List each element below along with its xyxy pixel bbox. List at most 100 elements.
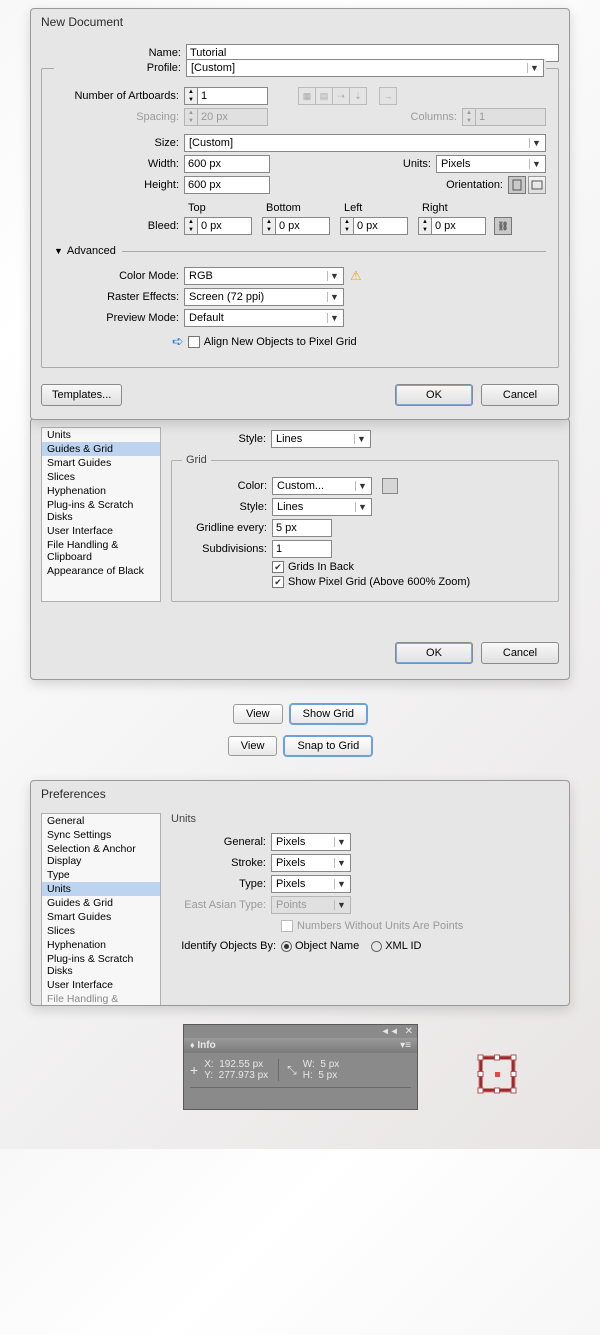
prefs-sidebar[interactable]: UnitsGuides & GridSmart GuidesSlicesHyph… <box>41 427 161 602</box>
dialog-title: New Document <box>31 9 569 35</box>
subdiv-label: Subdivisions: <box>182 543 272 555</box>
stroke-label: Stroke: <box>171 857 271 869</box>
grid-style-dropdown[interactable]: Lines▼ <box>272 498 372 516</box>
preview-dropdown[interactable]: Default▼ <box>184 309 344 327</box>
info-x-value: 192.55 px <box>219 1059 263 1070</box>
spacing-label: Spacing: <box>54 111 184 123</box>
link-bleed-icon[interactable]: ⛓ <box>494 217 512 235</box>
bleed-left-spinner[interactable]: ▲▼ <box>340 217 408 235</box>
grid-color-dropdown[interactable]: Custom...▼ <box>272 477 372 495</box>
sidebar-item[interactable]: Units <box>42 882 160 896</box>
guides-style-label: Style: <box>171 433 271 445</box>
new-document-dialog: New Document Name: Profile: [Custom]▼ Nu… <box>30 8 570 420</box>
arrange-grid-row-icon: ▦ <box>298 87 316 105</box>
sidebar-item[interactable]: Smart Guides <box>42 456 160 470</box>
sidebar-item[interactable]: Slices <box>42 470 160 484</box>
gridline-input[interactable] <box>272 519 332 537</box>
dimensions-icon: ⤡ <box>287 1063 297 1078</box>
general-dropdown[interactable]: Pixels▼ <box>271 833 351 851</box>
arrange-row-icon: ⇢ <box>332 87 350 105</box>
sidebar-item[interactable]: User Interface <box>42 978 160 992</box>
sidebar-item[interactable]: Plug-ins & Scratch Disks <box>42 498 160 524</box>
preferences-units-dialog: Preferences GeneralSync SettingsSelectio… <box>30 780 570 1006</box>
advanced-disclosure-icon[interactable]: ▼ <box>54 246 63 256</box>
panel-collapse-icon[interactable]: ◄◄ <box>381 1026 399 1037</box>
name-label: Name: <box>41 47 186 59</box>
view-menu-button[interactable]: View <box>233 704 283 724</box>
orientation-portrait-icon[interactable] <box>508 176 526 194</box>
sidebar-item[interactable]: Slices <box>42 924 160 938</box>
size-dropdown[interactable]: [Custom]▼ <box>184 134 546 152</box>
bleed-top-label: Top <box>188 202 266 214</box>
view-menu-button[interactable]: View <box>228 736 278 756</box>
profile-dropdown[interactable]: [Custom]▼ <box>186 59 544 77</box>
cancel-button[interactable]: Cancel <box>481 642 559 664</box>
sidebar-item[interactable]: User Interface <box>42 524 160 538</box>
orientation-landscape-icon[interactable] <box>528 176 546 194</box>
cancel-button[interactable]: Cancel <box>481 384 559 406</box>
width-input[interactable] <box>184 155 270 173</box>
info-h-value: 5 px <box>318 1070 337 1081</box>
bleed-bottom-spinner[interactable]: ▲▼ <box>262 217 330 235</box>
stroke-dropdown[interactable]: Pixels▼ <box>271 854 351 872</box>
object-name-radio[interactable] <box>281 941 292 952</box>
height-input[interactable] <box>184 176 270 194</box>
profile-label: Profile: <box>56 62 186 74</box>
show-pixel-grid-checkbox[interactable] <box>272 576 284 588</box>
height-label: Height: <box>54 179 184 191</box>
grid-color-swatch[interactable] <box>382 478 398 494</box>
sidebar-item[interactable]: Plug-ins & Scratch Disks <box>42 952 160 978</box>
xml-id-radio[interactable] <box>371 941 382 952</box>
type-dropdown[interactable]: Pixels▼ <box>271 875 351 893</box>
arrange-ltr-icon: → <box>379 87 397 105</box>
sidebar-item[interactable]: Selection & Anchor Display <box>42 842 160 868</box>
ok-button[interactable]: OK <box>395 384 473 406</box>
bleed-top-spinner[interactable]: ▲▼ <box>184 217 252 235</box>
units-fieldset: Units General: Pixels▼ Stroke: Pixels▼ T… <box>171 813 559 955</box>
guides-style-dropdown[interactable]: Lines▼ <box>271 430 371 448</box>
artboards-spinner[interactable]: ▲▼ <box>184 87 268 105</box>
sidebar-item[interactable]: File Handling & Clipboard <box>42 992 160 1006</box>
templates-button[interactable]: Templates... <box>41 384 122 406</box>
spacing-spinner: ▲▼ <box>184 108 268 126</box>
advanced-label: Advanced <box>67 245 116 257</box>
selection-preview <box>475 1052 519 1099</box>
color-mode-dropdown[interactable]: RGB▼ <box>184 267 344 285</box>
units-label: Units: <box>386 158 436 170</box>
sidebar-item[interactable]: Units <box>42 428 160 442</box>
east-asian-dropdown: Points▼ <box>271 896 351 914</box>
panel-close-icon[interactable]: ✕ <box>405 1026 413 1037</box>
sidebar-item[interactable]: Guides & Grid <box>42 442 160 456</box>
prefs-sidebar[interactable]: GeneralSync SettingsSelection & Anchor D… <box>41 813 161 1006</box>
sidebar-item[interactable]: Guides & Grid <box>42 896 160 910</box>
numbers-without-checkbox <box>281 920 293 932</box>
align-pixel-checkbox[interactable] <box>188 336 200 348</box>
align-pixel-label: Align New Objects to Pixel Grid <box>204 336 357 348</box>
sidebar-item[interactable]: General <box>42 814 160 828</box>
preview-label: Preview Mode: <box>54 312 184 324</box>
snap-grid-button[interactable]: Snap to Grid <box>284 736 372 756</box>
show-pixel-grid-label: Show Pixel Grid (Above 600% Zoom) <box>288 576 470 588</box>
general-label: General: <box>171 836 271 848</box>
ok-button[interactable]: OK <box>395 642 473 664</box>
panel-menu-icon[interactable]: ▾≡ <box>400 1040 411 1051</box>
show-grid-button[interactable]: Show Grid <box>290 704 367 724</box>
sidebar-item[interactable]: Type <box>42 868 160 882</box>
gridline-label: Gridline every: <box>182 522 272 534</box>
crosshair-icon: + <box>190 1062 198 1078</box>
grids-back-checkbox[interactable] <box>272 561 284 573</box>
sidebar-item[interactable]: Smart Guides <box>42 910 160 924</box>
sidebar-item[interactable]: File Handling & Clipboard <box>42 538 160 564</box>
sidebar-item[interactable]: Hyphenation <box>42 938 160 952</box>
warning-icon: ⚠ <box>350 268 362 284</box>
subdiv-input[interactable] <box>272 540 332 558</box>
grid-fieldset: Grid Color: Custom...▼ Style: Lines▼ <box>171 454 559 602</box>
sidebar-item[interactable]: Hyphenation <box>42 484 160 498</box>
info-y-value: 277.973 px <box>219 1070 269 1081</box>
units-dropdown[interactable]: Pixels▼ <box>436 155 546 173</box>
preferences-grid-dialog: UnitsGuides & GridSmart GuidesSlicesHyph… <box>30 418 570 680</box>
bleed-right-spinner[interactable]: ▲▼ <box>418 217 486 235</box>
sidebar-item[interactable]: Appearance of Black <box>42 564 160 578</box>
sidebar-item[interactable]: Sync Settings <box>42 828 160 842</box>
raster-dropdown[interactable]: Screen (72 ppi)▼ <box>184 288 344 306</box>
